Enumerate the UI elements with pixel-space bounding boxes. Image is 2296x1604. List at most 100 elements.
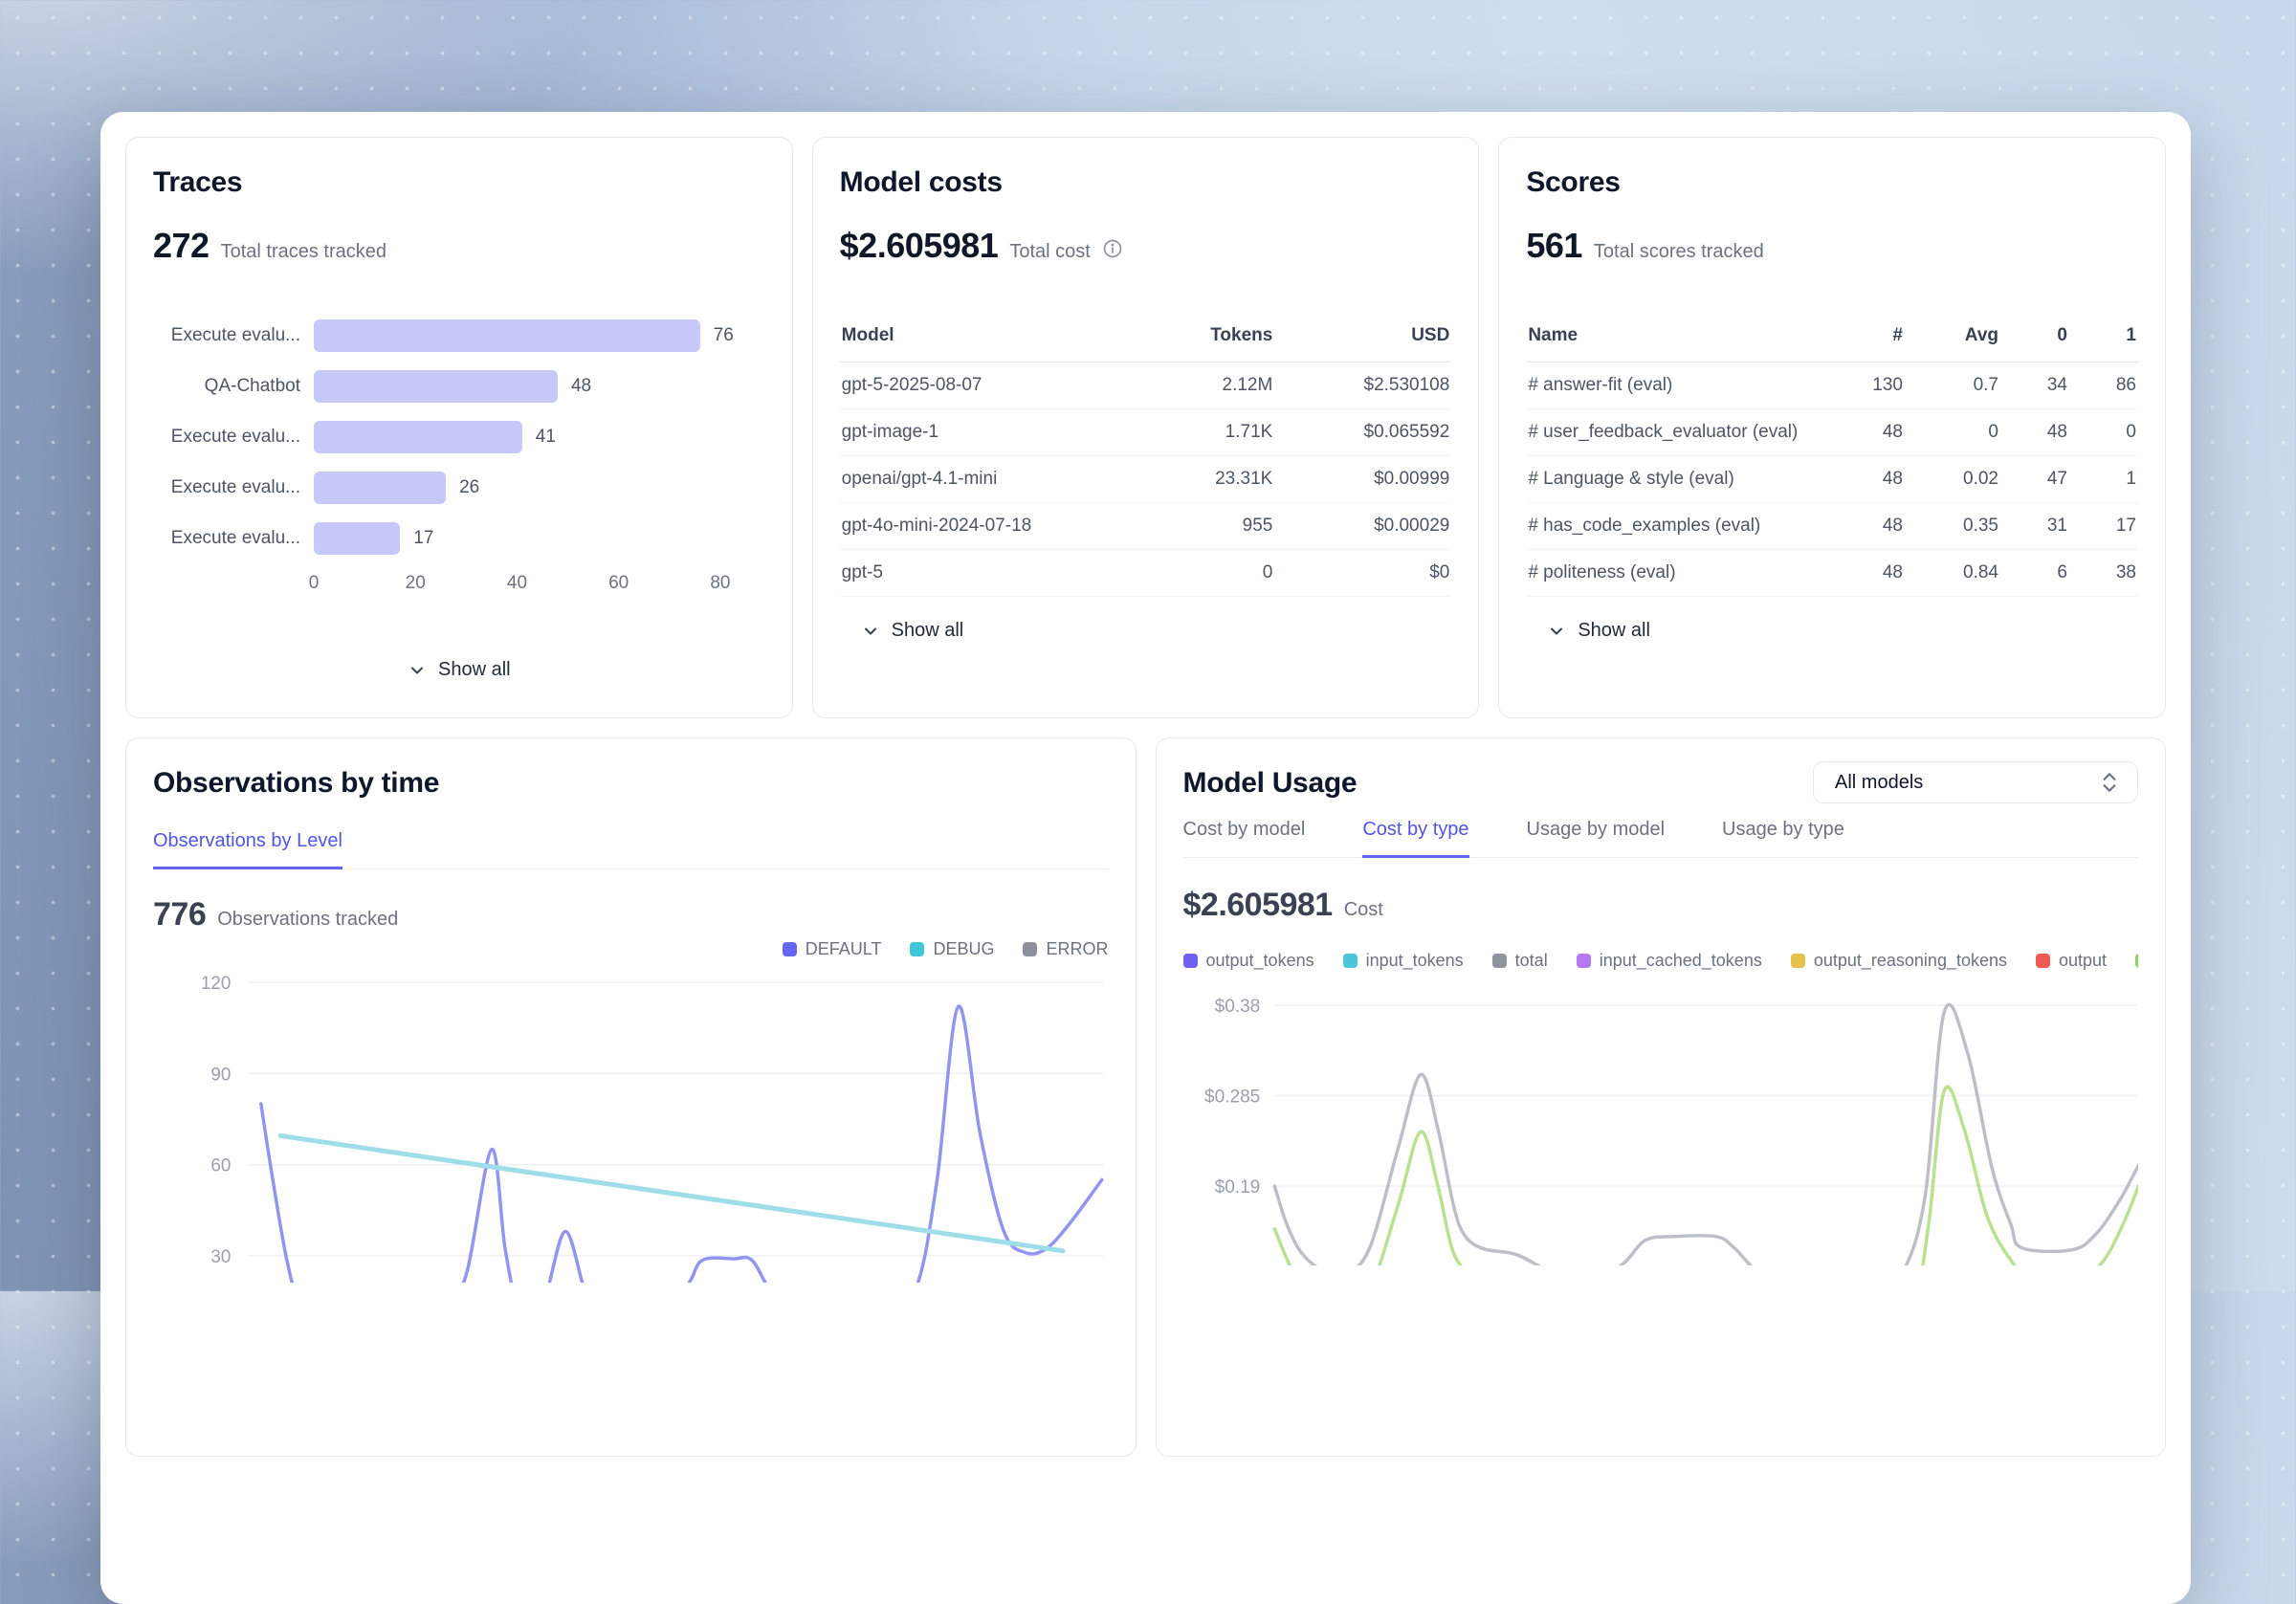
x-axis-tick: 80 [710, 573, 731, 593]
model-usage-title: Model Usage [1182, 767, 1358, 799]
table-cell: 0.35 [1963, 516, 1998, 536]
line-series-total [1272, 1002, 2138, 1265]
legend-label: DEFAULT [805, 939, 882, 958]
bar-track: 76 [314, 319, 765, 352]
table-cell: openai/gpt-4.1-mini [841, 469, 998, 489]
legend-item: output_reasoning_tokens [1790, 951, 2008, 971]
legend-label: output_reasoning_tokens [1813, 951, 2008, 970]
table-cell: 2.12M [1222, 375, 1273, 395]
bar-track: 41 [314, 421, 765, 453]
bar[interactable] [314, 522, 401, 555]
bar-category-label: Execute evalu... [170, 427, 300, 447]
table-row: # answer-fit (eval) 130 0.7 34 86 [1526, 363, 2138, 409]
bar[interactable] [314, 421, 522, 453]
table-cell: 86 [2115, 375, 2136, 395]
scores-show-all-button[interactable]: Show all [1547, 620, 1650, 642]
observations-total-label: Observations tracked [217, 909, 399, 930]
legend-item: output_tokens [1182, 951, 1314, 971]
table-cell: 0 [1988, 422, 1998, 442]
tab-cost-by-type[interactable]: Cost by type [1362, 819, 1469, 858]
bar[interactable] [314, 319, 700, 352]
tab-cost-by-model[interactable]: Cost by model [1182, 819, 1306, 840]
table-cell: gpt-4o-mini-2024-07-18 [841, 516, 1032, 536]
y-axis-tick-label: $0.38 [1214, 997, 1260, 1017]
line-series-DEFAULT [259, 1004, 1104, 1283]
bar-category-label: Execute evalu... [170, 325, 300, 345]
table-cell: 48 [1882, 422, 1903, 442]
observations-tabs: Observations by Level [153, 830, 1109, 869]
model-costs-show-all-button[interactable]: Show all [861, 620, 963, 642]
table-cell: 31 [2046, 516, 2067, 536]
legend-color-chip [782, 942, 797, 956]
info-icon[interactable] [1102, 238, 1123, 259]
table-row: # Language & style (eval) 48 0.02 47 1 [1526, 456, 2138, 503]
bar-value-label: 26 [459, 477, 480, 497]
legend-label: output [2059, 951, 2108, 970]
traces-bar-chart[interactable]: Execute evalu... 76 QA-Chatbot 48 Execute ev… [153, 319, 765, 555]
dashboard-panel: Traces 272 Total traces tracked Execute … [100, 112, 2191, 1604]
bar[interactable] [314, 472, 447, 504]
bar-value-label: 41 [535, 427, 556, 447]
table-cell: gpt-image-1 [841, 422, 939, 442]
table-cell: 38 [2115, 562, 2136, 582]
legend-item: total [1491, 951, 1548, 971]
table-row: # has_code_examples (eval) 48 0.35 31 17 [1526, 503, 2138, 550]
bar-track: 48 [314, 370, 765, 403]
legend-label: total [1514, 951, 1548, 970]
column-header: Avg [1964, 325, 1998, 345]
table-cell: 0.84 [1963, 562, 1998, 582]
model-filter-select[interactable]: All models [1813, 761, 2138, 803]
x-axis-tick: 0 [308, 573, 320, 593]
observations-card: Observations by time Observations by Lev… [125, 737, 1137, 1457]
table-row: gpt-4o-mini-2024-07-18 955 $0.00029 [839, 503, 1452, 550]
table-cell: 47 [2046, 469, 2067, 489]
table-cell: $2.530108 [1363, 375, 1450, 395]
y-axis-tick-label: $0.19 [1214, 1177, 1260, 1198]
x-axis-tick: 40 [506, 573, 528, 593]
table-header: Model Tokens USD [839, 325, 1452, 363]
table-cell: 0 [1262, 562, 1273, 582]
traces-total-value: 272 [153, 226, 210, 265]
model-usage-tabs: Cost by model Cost by type Usage by model U… [1182, 819, 2138, 858]
bar[interactable] [314, 370, 558, 403]
bar-track: 17 [314, 522, 765, 555]
tab-observations-by-level[interactable]: Observations by Level [153, 830, 342, 869]
observations-line-chart[interactable]: 120 90 60 30 [153, 967, 1109, 1283]
legend-color-chip [1342, 954, 1358, 968]
table-cell: # answer-fit (eval) [1528, 375, 1673, 395]
legend-label: output_tokens [1205, 951, 1314, 970]
traces-show-all-button[interactable]: Show all [408, 659, 511, 681]
model-usage-card: Model Usage All models Cost by model Cost… [1155, 737, 2166, 1457]
legend-label: input_cached_tokens [1599, 951, 1762, 970]
table-cell: 6 [2057, 562, 2067, 582]
model-usage-legend: output_tokens input_tokens total input_cach… [1182, 951, 2138, 971]
table-cell: gpt-5-2025-08-07 [841, 375, 982, 395]
bar-value-label: 48 [570, 376, 592, 396]
tab-usage-by-type[interactable]: Usage by type [1722, 819, 1844, 840]
table-row: # user_feedback_evaluator (eval) 48 0 48 0 [1526, 409, 2138, 456]
traces-total-label: Total traces tracked [220, 241, 386, 262]
legend-color-chip [1023, 942, 1038, 956]
table-cell: 34 [2046, 375, 2067, 395]
column-header: Tokens [1210, 325, 1273, 345]
table-cell: 23.31K [1215, 469, 1273, 489]
bar-category-label: QA-Chatbot [204, 376, 300, 396]
legend-color-chip [1491, 954, 1507, 968]
x-axis-tick: 60 [608, 573, 629, 593]
table-cell: 17 [2115, 516, 2136, 536]
y-axis-tick-label: 90 [210, 1065, 231, 1085]
legend-item: inp [2135, 951, 2138, 971]
bar-row: QA-Chatbot 48 [153, 370, 765, 403]
scores-table: Name # Avg 0 1 # answer-fit (eval) 130 0.7 34 86… [1526, 325, 2138, 597]
legend-item: DEFAULT [782, 939, 882, 959]
bar-row: Execute evalu... 26 [153, 472, 765, 504]
tab-usage-by-model[interactable]: Usage by model [1526, 819, 1666, 840]
usage-cost-value: $2.605981 [1182, 887, 1334, 923]
legend-color-chip [1790, 954, 1805, 968]
table-cell: # politeness (eval) [1528, 562, 1676, 582]
table-header: Name # Avg 0 1 [1526, 325, 2138, 363]
column-header: 0 [2057, 325, 2067, 345]
bar-row: Execute evalu... 17 [153, 522, 765, 555]
model-usage-line-chart[interactable]: $0.38 $0.285 $0.19 [1183, 978, 2139, 1265]
table-row: openai/gpt-4.1-mini 23.31K $0.00999 [839, 456, 1452, 503]
